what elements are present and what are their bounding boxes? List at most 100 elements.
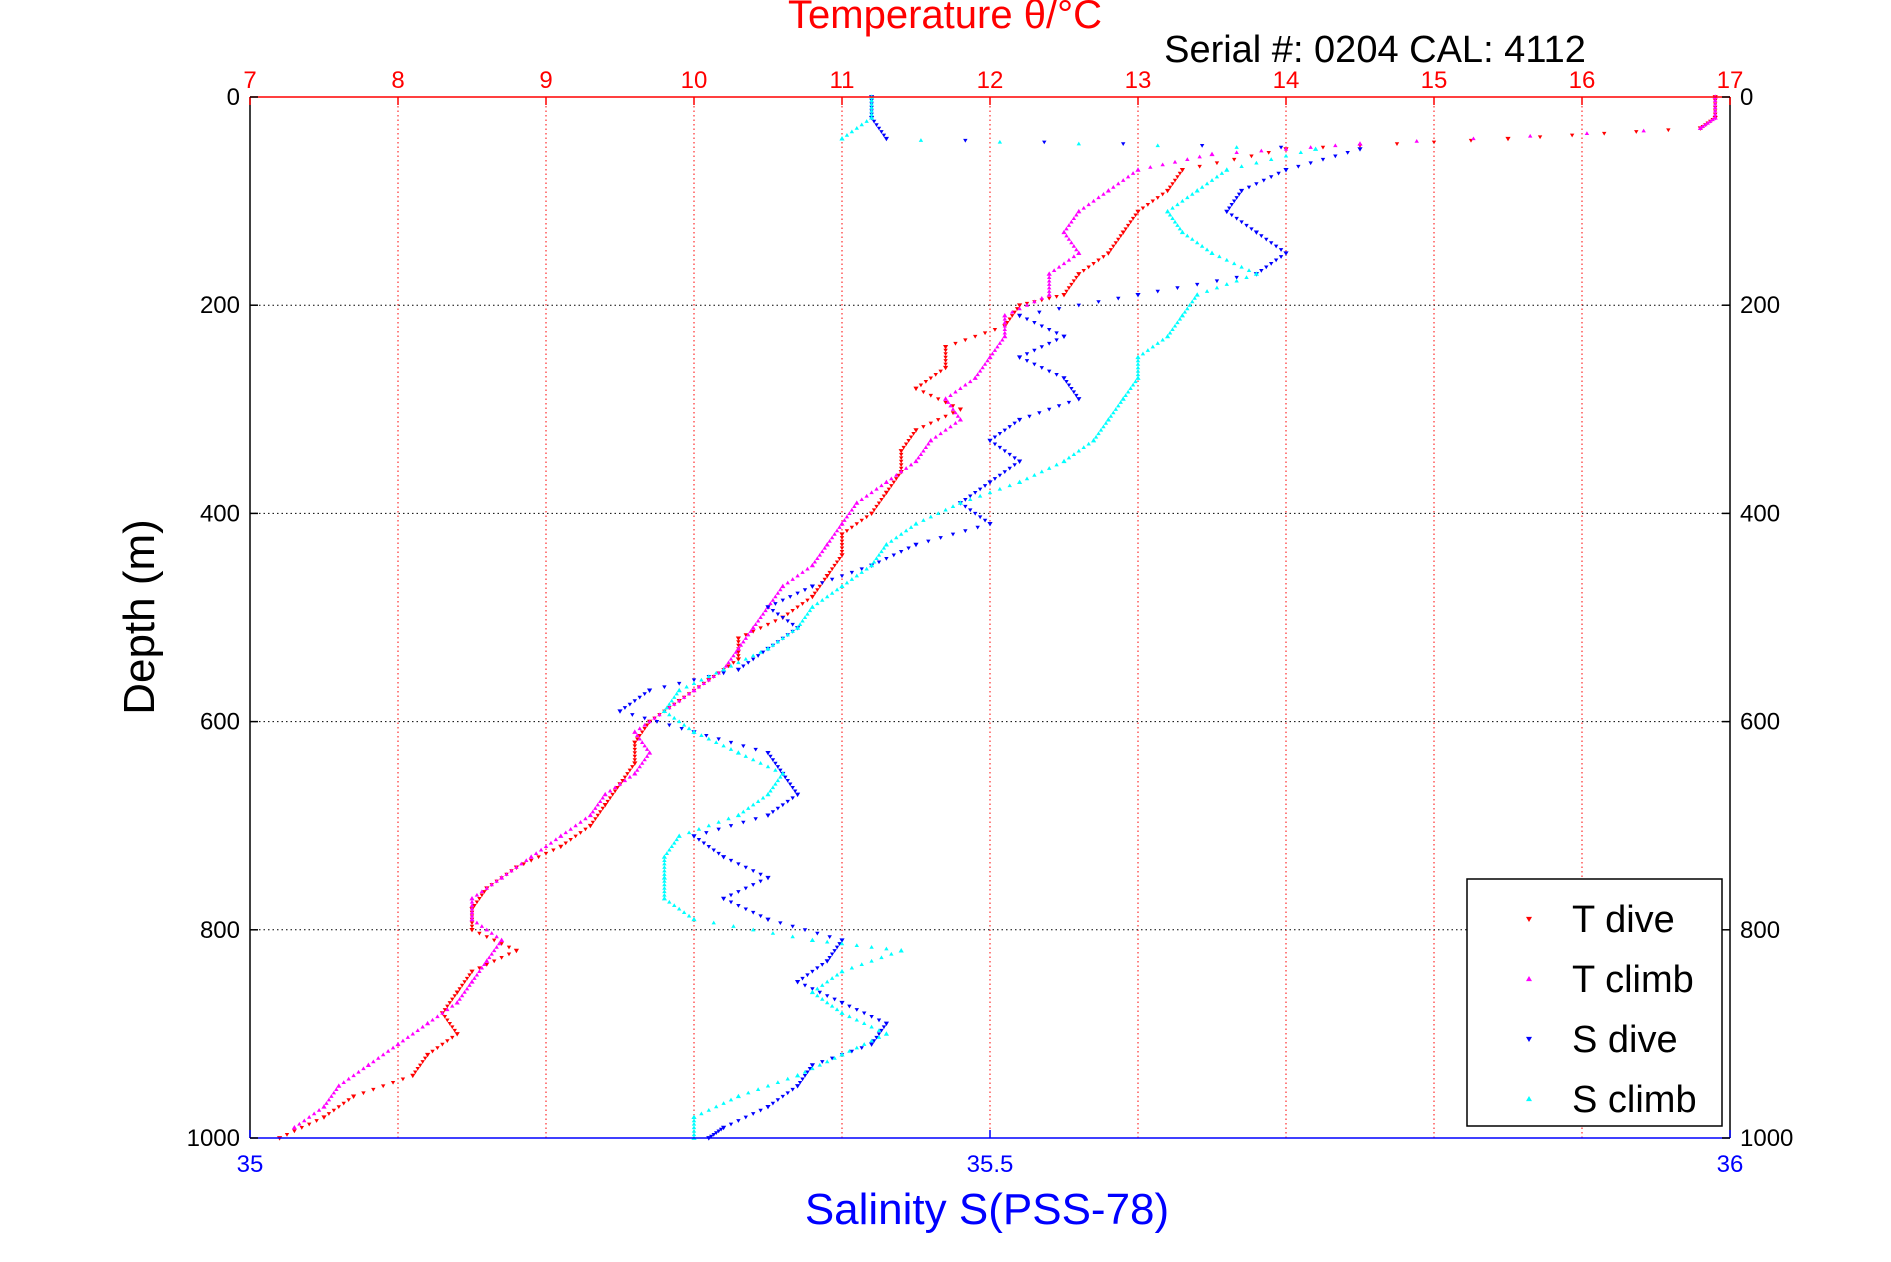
data-point <box>1047 275 1052 279</box>
data-point <box>1197 164 1202 169</box>
data-point <box>795 980 801 985</box>
data-point <box>1140 206 1146 211</box>
data-point <box>331 1108 337 1113</box>
data-point <box>630 765 635 769</box>
data-point <box>548 840 554 845</box>
data-point <box>879 1028 884 1033</box>
data-point <box>968 497 973 502</box>
data-point <box>943 365 949 371</box>
data-point <box>1170 205 1175 210</box>
data-point <box>1123 393 1128 397</box>
data-point <box>903 466 909 470</box>
data-point <box>1224 257 1229 262</box>
data-point <box>598 810 603 815</box>
data-point <box>1172 219 1178 224</box>
data-point <box>874 1035 879 1040</box>
data-point <box>758 761 763 765</box>
data-point <box>780 1094 785 1099</box>
data-point <box>765 605 771 610</box>
data-point <box>876 501 882 506</box>
right-tick-label: 600 <box>1740 709 1780 736</box>
data-point <box>1710 117 1715 122</box>
data-point <box>985 358 990 363</box>
left-tick-label: 400 <box>200 500 240 527</box>
data-point <box>1061 292 1067 298</box>
data-point <box>469 910 475 914</box>
data-point <box>499 937 505 943</box>
data-point <box>1537 135 1543 140</box>
data-point <box>1017 479 1023 484</box>
data-point <box>874 504 879 509</box>
data-point <box>590 820 596 825</box>
data-point <box>738 643 744 647</box>
data-point <box>968 508 973 513</box>
data-point <box>452 994 457 998</box>
data-point <box>291 1124 297 1130</box>
data-point <box>982 361 988 366</box>
data-point <box>852 504 857 508</box>
data-point <box>415 1067 420 1071</box>
data-point <box>968 494 973 499</box>
data-point <box>849 129 855 134</box>
data-point <box>723 663 729 668</box>
data-point <box>990 351 995 356</box>
data-point <box>1111 244 1116 249</box>
data-point <box>492 938 497 943</box>
data-point <box>899 456 904 461</box>
data-point <box>405 1035 411 1039</box>
data-point <box>521 862 526 867</box>
data-point <box>859 962 864 967</box>
data-point <box>746 661 751 665</box>
data-point <box>876 560 882 565</box>
data-point <box>968 379 973 384</box>
data-point <box>447 1001 452 1005</box>
data-point <box>839 583 845 589</box>
legend: T dive T climb S dive S climb <box>1466 878 1723 1127</box>
data-point <box>1217 254 1222 259</box>
data-point <box>334 1087 339 1091</box>
data-point <box>1185 233 1190 238</box>
data-point <box>765 791 771 797</box>
data-point <box>696 826 702 831</box>
data-point <box>869 112 874 116</box>
data-point <box>809 604 815 609</box>
data-point <box>795 591 800 596</box>
data-point <box>568 826 573 831</box>
data-point <box>953 420 958 425</box>
data-point <box>1296 164 1301 169</box>
data-point <box>802 983 808 988</box>
data-point <box>997 432 1003 436</box>
data-point <box>815 931 820 936</box>
data-point <box>341 1101 346 1106</box>
data-point <box>1194 292 1200 297</box>
data-point <box>598 799 603 803</box>
data-point <box>622 775 628 780</box>
data-point <box>1111 410 1116 415</box>
data-point <box>677 681 682 686</box>
data-point <box>1012 421 1017 426</box>
data-point <box>773 761 778 766</box>
data-point <box>1017 355 1023 360</box>
data-point <box>736 890 741 894</box>
data-point <box>775 765 781 769</box>
data-point <box>795 1072 801 1078</box>
data-point <box>898 948 904 953</box>
data-point <box>957 417 963 422</box>
data-point <box>479 889 485 894</box>
data-point <box>869 944 874 949</box>
data-point <box>842 518 847 522</box>
data-point <box>913 386 919 392</box>
data-point <box>849 525 855 530</box>
data-point <box>829 1056 835 1061</box>
data-point <box>859 1046 864 1050</box>
data-point <box>731 661 736 665</box>
data-point <box>484 927 489 932</box>
data-point <box>758 650 763 654</box>
data-point <box>834 587 840 592</box>
data-point <box>950 404 956 409</box>
data-point <box>1190 299 1195 304</box>
data-point <box>1121 142 1126 147</box>
data-point <box>982 331 988 336</box>
data-point <box>908 462 914 467</box>
data-point <box>1185 157 1190 161</box>
